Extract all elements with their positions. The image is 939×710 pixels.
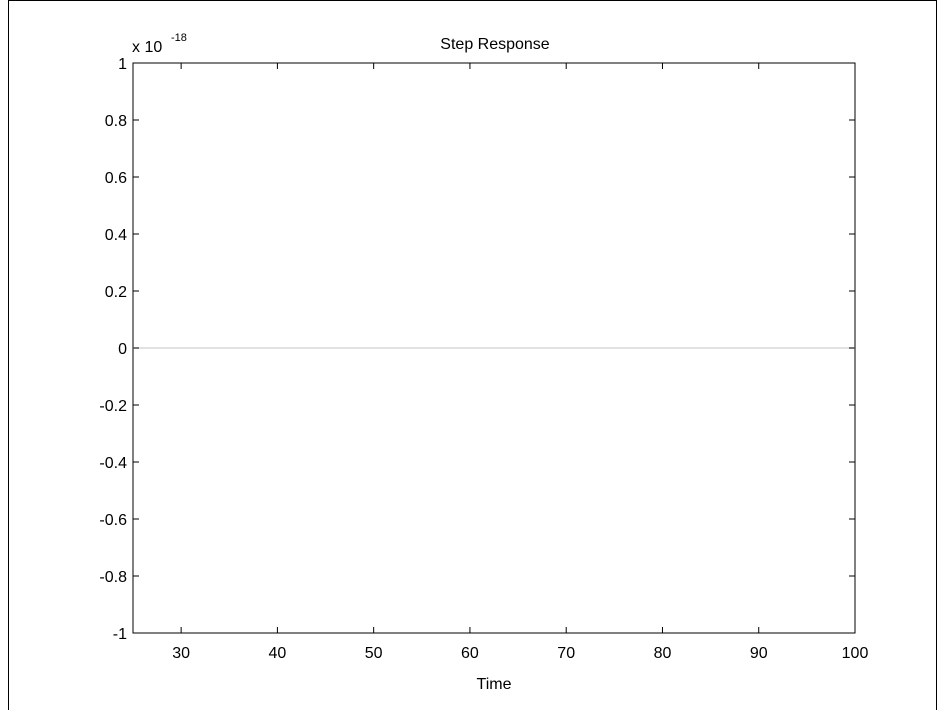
y-tick-label: 0.8 — [105, 113, 127, 130]
x-axis-label: Time — [477, 676, 512, 693]
y-tick-label: -0.4 — [99, 455, 127, 472]
y-tick-label: 0.2 — [105, 284, 127, 301]
x-tick-label: 90 — [750, 645, 768, 662]
x-tick-label: 70 — [557, 645, 575, 662]
x-tick-label: 40 — [269, 645, 287, 662]
y-exponent-label: x 10 — [132, 39, 162, 56]
x-tick-label: 80 — [654, 645, 672, 662]
figure-frame — [8, 0, 937, 710]
y-tick-label: 0.6 — [105, 170, 127, 187]
y-tick-label: -0.6 — [99, 512, 127, 529]
x-tick-label: 60 — [461, 645, 479, 662]
y-tick-label: 1 — [118, 56, 127, 73]
y-tick-label: 0 — [118, 341, 127, 358]
y-tick-label: -0.8 — [99, 569, 127, 586]
y-tick-label: -0.2 — [99, 398, 127, 415]
y-tick-label: 0.4 — [105, 227, 127, 244]
x-tick-label: 50 — [365, 645, 383, 662]
y-tick-label: -1 — [113, 626, 127, 643]
y-exponent-power: -18 — [171, 32, 187, 44]
x-tick-label: 100 — [842, 645, 869, 662]
chart-title: Step Response — [440, 36, 550, 53]
x-tick-label: 30 — [172, 645, 190, 662]
